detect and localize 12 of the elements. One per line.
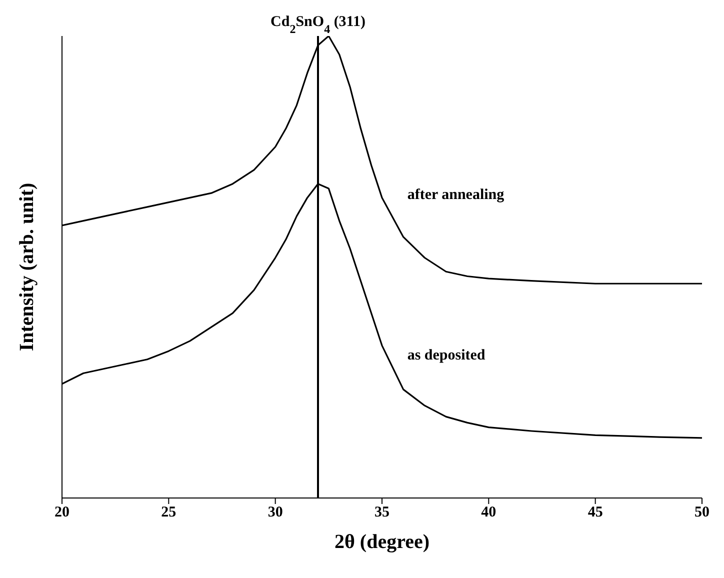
x-tick-label: 50 [694, 504, 710, 521]
series-label: as deposited [407, 347, 486, 364]
x-tick-label: 20 [54, 504, 70, 521]
x-tick-label: 35 [374, 504, 390, 521]
y-axis-title: Intensity (arb. unit) [16, 182, 38, 352]
ref-line-label: Cd$_{2}$SnO$_{4}$ (311) [270, 14, 366, 36]
series-label: after annealing [407, 186, 505, 203]
x-tick-label: 30 [268, 504, 283, 521]
x-axis-title: 2θ (degree) [334, 531, 430, 553]
x-tick-label: 25 [161, 504, 176, 521]
x-tick-label: 40 [481, 504, 496, 521]
x-tick-label: 45 [588, 504, 603, 521]
